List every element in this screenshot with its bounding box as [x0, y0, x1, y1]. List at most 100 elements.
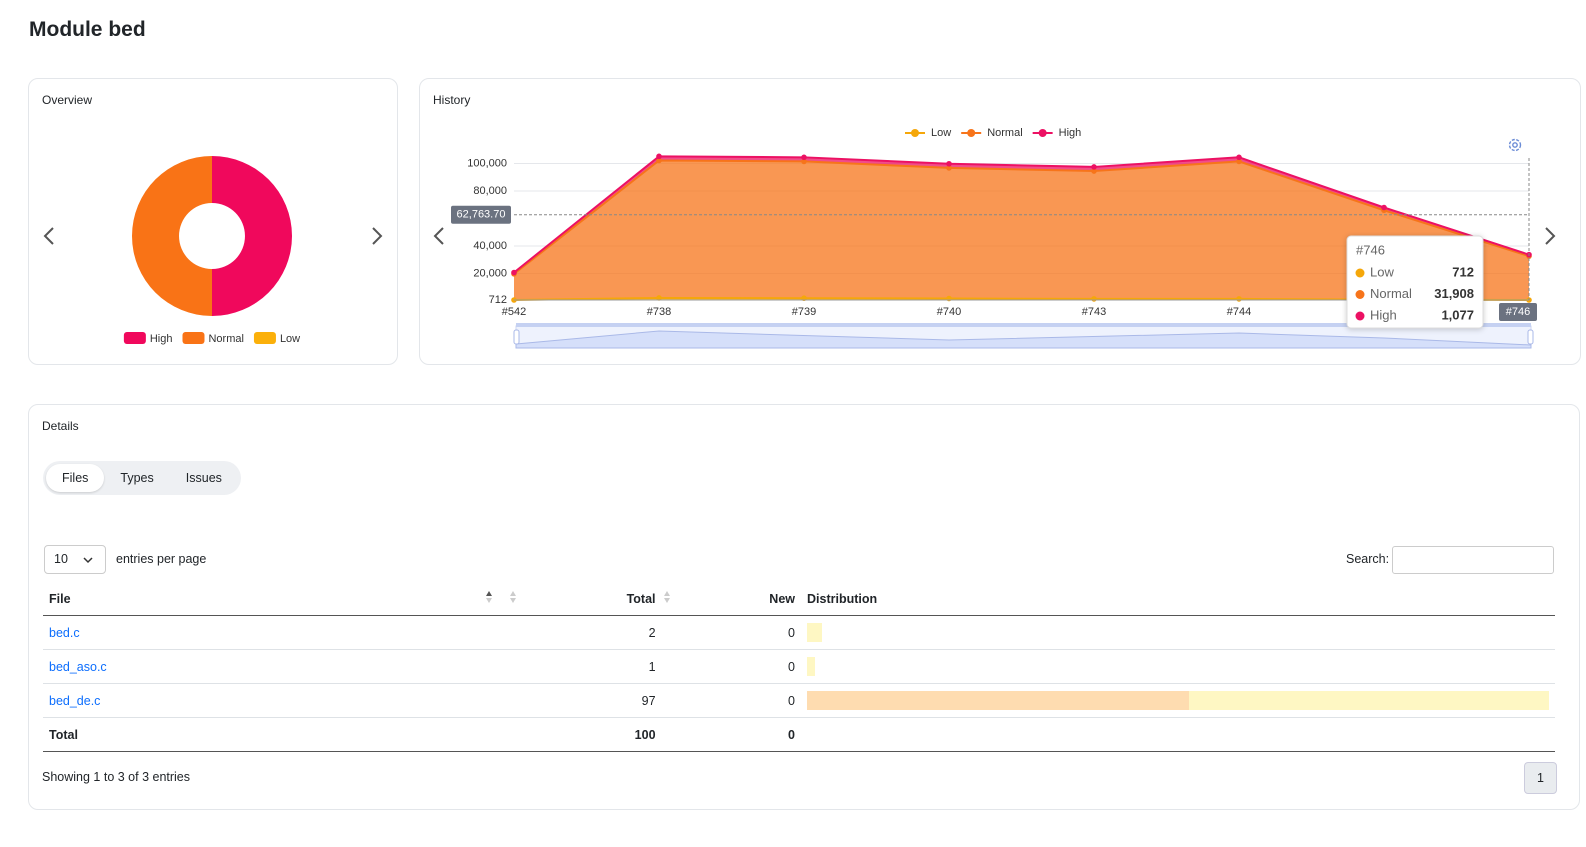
next-arrow[interactable] [372, 227, 383, 245]
data-point [1091, 168, 1097, 174]
files-table: File Total New Distribution bed.c 2 0 bed_a… [43, 582, 1555, 752]
series-line [513, 159, 1530, 275]
pie-slice [132, 156, 212, 316]
data-point [1236, 158, 1242, 165]
area-fill [514, 160, 1529, 300]
file-link[interactable]: bed_de.c [49, 693, 101, 708]
tab[interactable]: Files [46, 464, 105, 492]
tooltip-value: 712 [1452, 264, 1474, 279]
search-input[interactable] [1392, 546, 1554, 574]
column-header[interactable]: Total [528, 582, 662, 616]
next-arrow[interactable] [1545, 227, 1556, 245]
table-row: bed.c 2 0 [43, 615, 1555, 650]
data-point [801, 158, 807, 165]
file-cell: bed_de.c [43, 683, 477, 718]
table-row: bed_de.c 97 0 [43, 683, 1555, 718]
y-tick-label: 20,000 [473, 267, 507, 279]
legend-label: Normal [987, 127, 1022, 139]
data-point [946, 160, 952, 167]
spacer [661, 649, 674, 684]
y-tick-label: 712 [489, 294, 507, 306]
legend-dot [967, 129, 976, 137]
file-cell: bed.c [43, 615, 477, 650]
page-title: Module bed [29, 18, 146, 41]
data-point [656, 157, 662, 164]
tooltip-box [1346, 235, 1484, 329]
x-tick-label: #744 [1227, 306, 1251, 318]
tab[interactable]: Issues [185, 471, 222, 485]
prev-arrow[interactable] [43, 227, 54, 245]
legend-label: Low [931, 127, 951, 139]
pie-slice [212, 156, 292, 316]
x-tick-label: #740 [937, 306, 961, 318]
legend-swatch [182, 332, 205, 344]
pointer-label-box [1499, 303, 1537, 321]
new-cell: 0 [673, 683, 801, 718]
legend-swatch [253, 332, 276, 344]
file-link[interactable]: bed.c [49, 625, 80, 640]
page-size-select[interactable]: 10 [44, 545, 106, 574]
series-line [513, 155, 1530, 274]
tooltip-value: 1,077 [1441, 307, 1474, 322]
distribution-segment [1189, 691, 1549, 710]
file-cell: bed_aso.c [43, 649, 477, 684]
prev-arrow[interactable] [433, 227, 444, 245]
legend-label: High [150, 333, 173, 345]
y-tick-label: 100,000 [467, 157, 507, 169]
distribution-cell [801, 649, 1555, 684]
legend-label: Low [280, 333, 300, 345]
x-tick-label: #743 [1082, 306, 1106, 318]
table-info: Showing 1 to 3 of 3 entries [42, 770, 191, 784]
sort-icons [661, 582, 674, 616]
settings-icon[interactable] [1508, 138, 1522, 152]
column-header: New [673, 582, 801, 616]
tooltip-dot [1355, 311, 1365, 321]
data-point [1091, 296, 1097, 302]
legend-dot [911, 129, 919, 137]
tooltip-name: High [1370, 307, 1397, 322]
data-point [656, 153, 662, 160]
spacer [661, 683, 674, 718]
table-row: bed_aso.c 1 0 [43, 649, 1555, 684]
legend-label: Normal [208, 333, 243, 345]
tooltip-dot [1355, 290, 1365, 299]
page-size: 10 [54, 552, 68, 566]
tabs: Files Types Issues [43, 461, 241, 495]
column-header: Distribution [801, 582, 1555, 616]
tooltip-dot [1355, 268, 1365, 278]
search-label: Search: [1346, 552, 1390, 566]
spacer [476, 615, 529, 650]
chevron [83, 557, 93, 564]
page-button[interactable]: 1 [1524, 762, 1557, 794]
x-tick-label: #739 [792, 306, 816, 318]
total-cell: 97 [528, 683, 662, 718]
card-title: Details [42, 419, 79, 433]
card-title: Overview [42, 93, 93, 107]
x-tick-label: #542 [502, 306, 526, 318]
distribution-segment [807, 623, 823, 642]
charts: High Normal Low 712 20,000 40,000 80,000 100,00… [43, 127, 1556, 349]
tooltip-title: #746 [1356, 242, 1385, 257]
tab[interactable]: Types [120, 471, 154, 485]
y-tick-label: 40,000 [473, 240, 507, 252]
data-point [511, 269, 517, 276]
footer-cell: 0 [673, 717, 801, 752]
spacer [476, 649, 529, 684]
legend-dot [1038, 129, 1047, 137]
column-header[interactable]: File [43, 582, 477, 616]
total-cell: 1 [528, 649, 662, 684]
data-zoom[interactable] [513, 323, 1534, 349]
spacer [661, 615, 674, 650]
tooltip-value: 31,908 [1434, 286, 1474, 301]
data-point [1091, 164, 1097, 170]
new-cell: 0 [673, 615, 801, 650]
tooltip-name: Low [1370, 264, 1394, 279]
file-link[interactable]: bed_aso.c [49, 659, 107, 674]
data-point [1236, 296, 1242, 302]
distribution-segment [807, 691, 1190, 710]
footer-cell: 100 [528, 717, 662, 752]
distribution-bar [807, 657, 1549, 676]
tooltip-name: Normal [1370, 286, 1412, 301]
data-point [656, 295, 662, 301]
data-point [801, 154, 807, 161]
